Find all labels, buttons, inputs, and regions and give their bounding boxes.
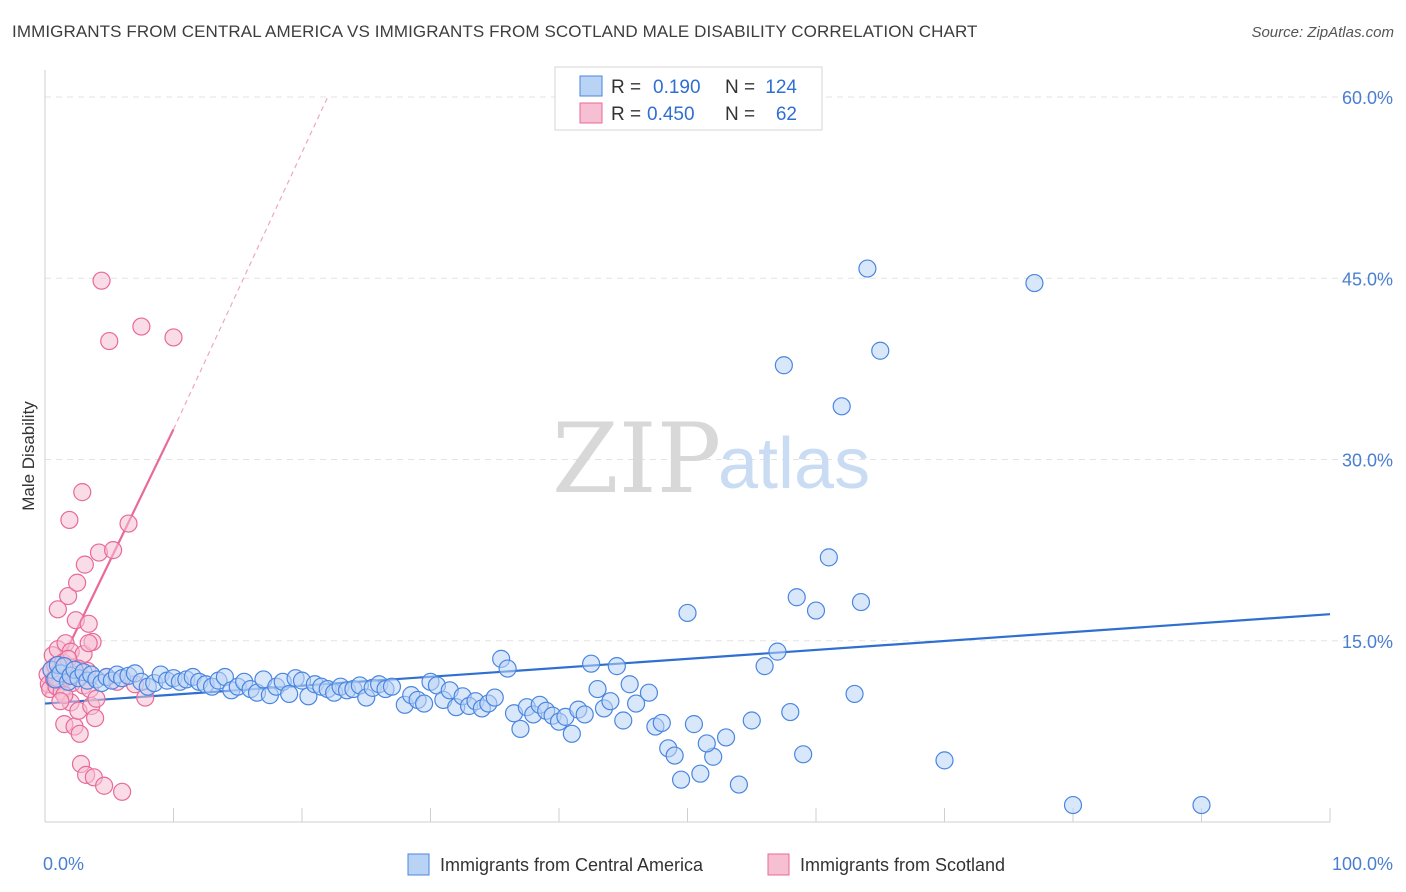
legend-r-value-1: 0.190 (653, 77, 701, 98)
central-america-point-86 (562, 724, 581, 743)
scotland-point-18 (60, 510, 79, 530)
scotland-point-49 (112, 782, 132, 801)
central-america-point-89 (582, 654, 601, 673)
legend-swatch-pink (579, 102, 603, 124)
central-america-point-112 (774, 356, 793, 375)
central-america-point-92 (601, 692, 620, 711)
central-america-point-103 (678, 603, 697, 623)
series-scotland-points (38, 271, 183, 801)
y-tick-label-1: 30.0% (1342, 451, 1393, 471)
series-central-america-points (42, 259, 1211, 815)
scotland-point-27 (70, 724, 89, 743)
legend-n-label-1: N = (725, 77, 755, 98)
central-america-point-123 (935, 751, 954, 770)
legend-n-value-1: 124 (765, 77, 797, 98)
scotland-point-43 (92, 271, 111, 290)
central-america-point-95 (620, 675, 639, 694)
x-tick-label-1: 100.0% (1332, 854, 1393, 874)
central-america-point-88 (575, 705, 594, 724)
central-america-point-97 (639, 683, 659, 702)
watermark-zip: ZIP (552, 403, 721, 515)
central-america-point-127 (697, 734, 716, 753)
bottom-legend-label-2: Immigrants from Scotland (800, 855, 1005, 875)
source-label: Source: ZipAtlas.com (1251, 24, 1394, 41)
central-america-point-126 (1192, 795, 1211, 815)
central-america-point-63 (414, 694, 434, 713)
central-america-point-119 (845, 684, 864, 704)
y-axis-label: Male Disability (19, 401, 38, 511)
central-america-point-78 (511, 719, 530, 739)
central-america-point-109 (742, 711, 761, 730)
central-america-point-101 (665, 746, 684, 765)
central-america-point-90 (588, 679, 607, 699)
central-america-point-113 (781, 702, 800, 722)
scotland-point-54 (164, 328, 183, 347)
y-tick-label-3: 60.0% (1342, 88, 1393, 108)
central-america-point-110 (755, 657, 774, 676)
central-america-point-107 (716, 728, 736, 747)
legend-swatch-blue (579, 75, 603, 97)
scotland-point-41 (87, 689, 106, 708)
central-america-point-125 (1063, 795, 1083, 815)
central-america-point-76 (498, 659, 517, 678)
central-america-point-111 (768, 642, 787, 661)
legend-n-label-2: N = (725, 104, 755, 125)
central-america-point-96 (626, 694, 646, 713)
central-america-point-116 (806, 601, 826, 620)
grid-lines (45, 96, 1392, 642)
scotland-point-61 (51, 692, 70, 711)
scotland-point-40 (86, 708, 105, 728)
central-america-point-104 (684, 715, 704, 734)
legend-r-label-1: R = (611, 77, 641, 98)
legend-r-value-2: 0.450 (647, 104, 695, 125)
central-america-point-59 (382, 677, 402, 696)
central-america-point-120 (851, 592, 871, 612)
tick-labels: 15.0% 30.0% 45.0% 60.0% 0.0% 100.0% (43, 88, 1393, 874)
legend-r-label-2: R = (611, 104, 641, 125)
central-america-point-118 (832, 397, 851, 416)
central-america-point-105 (691, 764, 710, 783)
central-america-point-122 (871, 341, 890, 360)
scotland-point-32 (75, 555, 94, 574)
y-tick-label-0: 15.0% (1342, 632, 1393, 652)
scotland-point-29 (73, 483, 92, 502)
central-america-point-117 (819, 548, 838, 567)
scotland-point-17 (59, 586, 78, 606)
scotland-point-25 (68, 573, 87, 592)
central-america-point-115 (794, 745, 813, 764)
central-america-point-121 (858, 259, 877, 278)
central-america-point-94 (614, 711, 633, 730)
scotland-point-52 (132, 317, 151, 336)
scotland-point-44 (95, 776, 114, 795)
central-america-point-124 (1025, 273, 1044, 293)
axes (44, 70, 1331, 823)
scotland-point-47 (104, 541, 123, 560)
series-legend: Immigrants from Central America Immigran… (407, 853, 1005, 876)
central-america-point-99 (652, 713, 671, 733)
scotland-point-35 (79, 614, 98, 633)
x-tick-label-0: 0.0% (43, 854, 84, 874)
trend-line-scotland-extension (172, 96, 329, 430)
watermark-atlas: atlas (718, 424, 870, 504)
central-america-point-114 (787, 588, 806, 607)
central-america-point-74 (485, 688, 504, 707)
central-america-point-108 (729, 775, 749, 794)
bottom-legend-swatch-blue (407, 853, 430, 876)
watermark: ZIP atlas (552, 403, 870, 515)
bottom-legend-label-1: Immigrants from Central America (440, 855, 704, 875)
scotland-point-50 (119, 514, 138, 533)
scotland-point-46 (100, 331, 119, 351)
legend-n-value-2: 62 (776, 104, 797, 125)
central-america-point-43 (280, 684, 299, 704)
scotland-point-59 (79, 634, 98, 653)
central-america-point-93 (607, 657, 626, 676)
y-tick-label-2: 45.0% (1342, 269, 1393, 289)
central-america-point-102 (671, 770, 691, 789)
chart-title: IMMIGRANTS FROM CENTRAL AMERICA VS IMMIG… (12, 22, 978, 41)
scotland-point-9 (48, 600, 67, 619)
correlation-legend: R = 0.190 N = 124 R = 0.450 N = 62 (554, 66, 823, 131)
bottom-legend-swatch-pink (767, 853, 790, 876)
